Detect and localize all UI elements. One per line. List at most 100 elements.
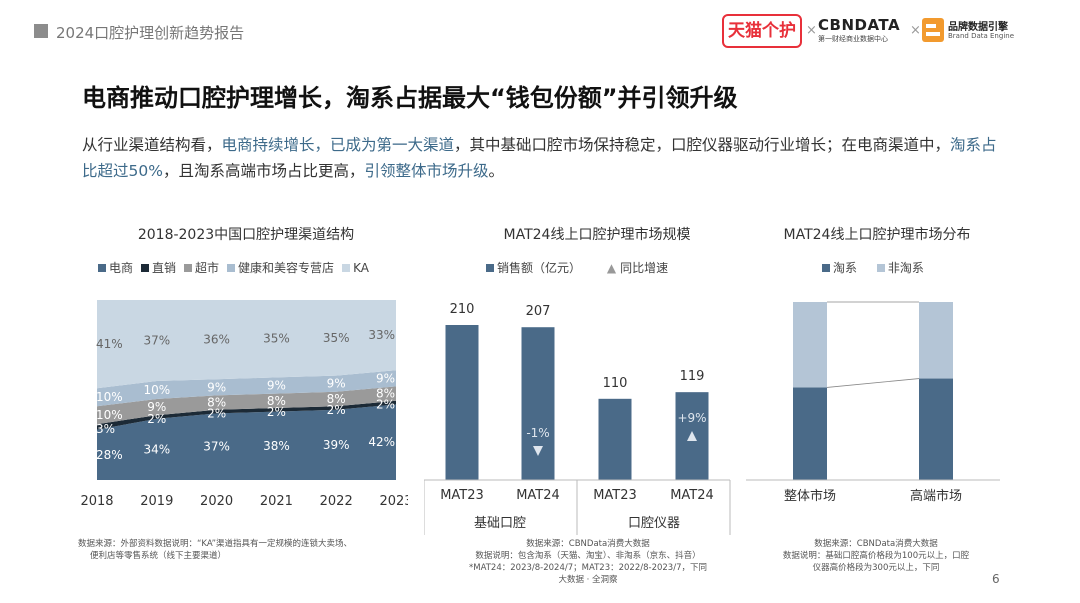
partner-logos: 天猫个护 × CBNDATA 第一财经商业数据中心 × 品牌数据引擎 Brand… (722, 12, 1022, 52)
legend-item: 直销 (141, 261, 176, 275)
bar-value-label: 119 (680, 369, 705, 384)
legend-swatch (141, 264, 150, 272)
legend-label: 直销 (152, 261, 177, 275)
legend-item-taoxi: 淘系 (822, 261, 857, 275)
group-label: 基础口腔 (474, 516, 526, 531)
legend-label: 非淘系 (887, 261, 924, 275)
legend-item-growth: ▲ 同比增速 (607, 261, 668, 275)
data-label: 37% (143, 334, 170, 348)
stacked-bar-segment (793, 302, 827, 388)
market-size-chart-title: MAT24线上口腔护理市场规模 (503, 227, 691, 243)
data-label: 10% (96, 390, 123, 404)
data-label: 35% (323, 331, 350, 345)
stacked-bar-segment (919, 302, 953, 379)
bar (521, 327, 555, 480)
data-label: 37% (203, 440, 230, 454)
right-source-note: 数据来源：CBNData消费大数据 数据说明：基础口腔高价格段为100元以上，口… (756, 538, 996, 574)
growth-label: +9% (677, 411, 706, 425)
x-tick-label: 2023 (379, 494, 408, 509)
data-label: 36% (203, 333, 230, 347)
data-label: 3% (96, 422, 115, 436)
x-tick-label: 整体市场 (784, 488, 836, 504)
down-triangle-icon (533, 446, 543, 456)
legend-item: 健康和美容专营店 (227, 261, 334, 275)
data-label: 10% (143, 383, 170, 397)
data-label: 8% (327, 392, 346, 406)
distribution-chart-title: MAT24线上口腔护理市场分布 (783, 227, 971, 243)
note-line: 仪器高价格段为300元以上，下同 (812, 563, 940, 573)
x-tick-label: 2022 (320, 494, 353, 509)
x-tick-label: 2020 (200, 494, 233, 509)
data-label: 38% (263, 439, 290, 453)
brand-engine-name: 品牌数据引擎 (948, 22, 1008, 33)
report-mark (34, 24, 48, 38)
cbndata-logo: CBNDATA 第一财经商业数据中心 (818, 16, 908, 44)
data-label: 9% (327, 377, 346, 391)
data-label: 35% (263, 332, 290, 346)
summary-text: ，且淘系高端市场占比更高， (162, 162, 365, 180)
group-label: 口腔仪器 (628, 516, 680, 531)
area-series-1 (97, 404, 396, 480)
legend-item-non-taoxi: 非淘系 (876, 261, 924, 275)
data-label: 33% (368, 328, 395, 342)
x-tick-label: MAT24 (670, 488, 714, 503)
legend-swatch (486, 264, 494, 272)
summary-paragraph: 从行业渠道结构看，电商持续增长，已成为第一大渠道，其中基础口腔市场保持稳定，口腔… (82, 132, 1012, 184)
data-label: 2% (267, 405, 286, 419)
note-line: 数据说明：基础口腔高价格段为100元以上，口腔 (782, 551, 970, 561)
legend-item-sales: 销售额（亿元） (486, 261, 581, 275)
area-series-2 (97, 400, 396, 430)
market-size-legend: 销售额（亿元） ▲ 同比增速 (486, 259, 676, 276)
cbndata-logo-name: CBNDATA (818, 16, 901, 34)
summary-highlight: 淘系占比超过50% (82, 136, 997, 180)
area-series-4 (97, 370, 396, 407)
legend-item: 电商 (98, 261, 133, 275)
tmall-logo: 天猫个护 (722, 14, 802, 48)
data-label: 8% (376, 387, 395, 401)
brand-engine-icon (922, 18, 944, 42)
summary-text: 。 (488, 162, 504, 180)
data-label: 8% (267, 394, 286, 408)
legend-swatch (184, 264, 193, 272)
area-series-5 (97, 300, 396, 389)
legend-label: 淘系 (833, 261, 858, 275)
page-headline: 电商推动口腔护理增长，淘系占据最大“钱包份额”并引领升级 (82, 84, 738, 112)
distribution-stacked-chart: 整体市场 高端市场 (746, 301, 1000, 504)
bar (598, 398, 632, 480)
logo-separator: × (910, 23, 921, 38)
note-line: 数据来源：CBNData消费大数据 (814, 539, 938, 549)
page-number: 6 (992, 572, 1000, 586)
x-tick-label: 2021 (260, 494, 293, 509)
data-label: 42% (368, 435, 395, 449)
data-label: 34% (143, 442, 170, 456)
x-tick-label: 高端市场 (910, 488, 962, 504)
legend-swatch (876, 264, 885, 272)
up-triangle-icon (687, 431, 697, 441)
summary-text: ，其中基础口腔市场保持稳定，口腔仪器驱动行业增长；在电商渠道中， (454, 136, 951, 154)
data-label: 9% (267, 379, 286, 393)
left-source-note: 数据来源：外部资料数据说明：“KA”渠道指具有一定规模的连锁大卖场、 便利店等零… (78, 538, 418, 562)
legend-label: 销售额（亿元） (497, 261, 582, 275)
brand-engine-sub: Brand Data Engine (948, 32, 1015, 40)
report-title: 2024口腔护理创新趋势报告 (56, 24, 245, 42)
legend-swatch (98, 264, 106, 272)
market-size-bar-chart: 210 207 -1% 110 119 +9% MAT23 MAT24 MAT23 MAT24 基础… (424, 302, 731, 535)
distribution-legend: 淘系 非淘系 (822, 259, 932, 276)
connector-line (826, 378, 920, 388)
x-tick-label: MAT24 (516, 488, 560, 503)
channel-chart-title: 2018-2023中国口腔护理渠道结构 (137, 227, 355, 243)
summary-text: 从行业渠道结构看， (82, 136, 222, 154)
header-bar: 2024口腔护理创新趋势报告 天猫个护 × CBNDATA 第一财经商业数据中心… (0, 0, 1080, 58)
data-label: 10% (96, 408, 123, 422)
data-label: 9% (376, 371, 395, 385)
bar (445, 325, 479, 480)
growth-triangle-icon: ▲ (606, 261, 617, 275)
data-label: 2% (327, 403, 346, 417)
data-label: 9% (147, 400, 166, 414)
legend-label: 同比增速 (620, 261, 669, 275)
note-line: 数据来源：外部资料数据说明：“KA”渠道指具有一定规模的连锁大卖场、 (78, 539, 352, 549)
summary-highlight: 引领整体市场升级 (364, 162, 489, 180)
channel-area-chart: 28% 34% 37% 38% 39% 42%3%2% 2% 2% 2% 2%10%9% 8% 8% 8… (80, 300, 408, 509)
legend-item: KA (342, 261, 369, 275)
data-label: 28% (96, 448, 123, 462)
